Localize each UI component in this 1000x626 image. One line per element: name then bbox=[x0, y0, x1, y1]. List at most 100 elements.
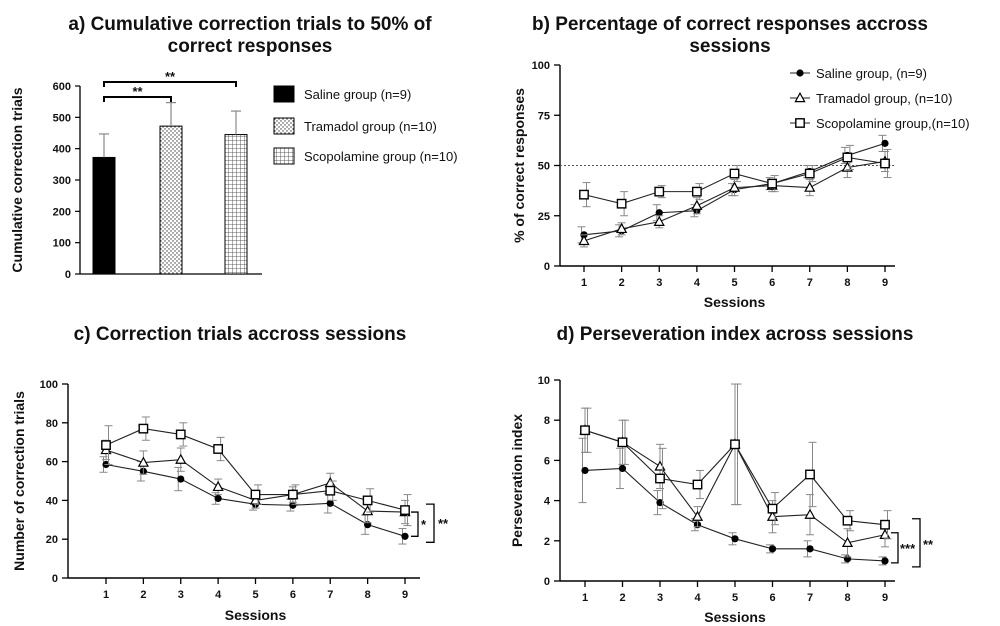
y-axis-label: Number of correction trials bbox=[11, 391, 27, 571]
x-tick-label: 6 bbox=[290, 589, 296, 601]
data-point-triangle bbox=[616, 222, 628, 234]
data-point-triangle bbox=[691, 199, 703, 210]
data-point-square bbox=[654, 186, 665, 197]
panel-a: a) Cumulative correction trials to 50% o… bbox=[0, 0, 500, 300]
x-tick-label: 9 bbox=[402, 589, 408, 601]
x-tick-label: 8 bbox=[844, 592, 850, 604]
panel-a-title-line-2: correct responses bbox=[167, 36, 333, 57]
x-tick-label: 6 bbox=[769, 592, 775, 604]
legend-swatch bbox=[273, 147, 295, 165]
panel-a-chart: 0 100 200 300 400 500 600 Cumulative correction… bbox=[9, 69, 458, 281]
data-point-square bbox=[767, 178, 778, 189]
legend-label: Saline group, (n=9) bbox=[816, 66, 927, 81]
x-tick-label: 2 bbox=[619, 277, 625, 289]
data-point-square bbox=[804, 168, 815, 179]
significance-label: ** bbox=[923, 537, 934, 552]
data-point-square bbox=[287, 489, 298, 500]
data-point-square bbox=[213, 444, 224, 454]
legend-marker-square bbox=[795, 118, 805, 128]
data-point-triangle bbox=[804, 508, 816, 519]
data-point-circle bbox=[881, 139, 889, 147]
panel-b-title: b) Percentage of correct responses accro… bbox=[500, 14, 960, 58]
data-point-triangle bbox=[654, 460, 666, 471]
significance-label: ** bbox=[132, 84, 143, 99]
x-tick-label: 3 bbox=[657, 592, 663, 604]
y-tick-label: 500 bbox=[53, 112, 71, 124]
y-tick-label: 0 bbox=[65, 269, 71, 281]
y-tick-label: 0 bbox=[52, 573, 58, 585]
panel-c: c) Correction trials accross sessions 0 2… bbox=[0, 320, 500, 626]
x-tick-label: 5 bbox=[732, 592, 738, 604]
legend-swatch bbox=[273, 117, 295, 135]
x-axis-label: Sessions bbox=[704, 294, 766, 310]
y-tick-label: 75 bbox=[538, 110, 550, 122]
x-tick-label: 2 bbox=[619, 592, 625, 604]
data-point-square bbox=[362, 495, 373, 506]
data-point-square bbox=[692, 479, 703, 490]
legend-label: Tramadol group, (n=10) bbox=[816, 91, 952, 106]
data-point-circle bbox=[618, 464, 627, 473]
legend-marker-circle bbox=[796, 69, 804, 77]
y-axis-label: Perseveration index bbox=[509, 414, 525, 547]
x-tick-label: 1 bbox=[581, 277, 587, 289]
y-tick-label: 100 bbox=[40, 379, 58, 391]
data-point-circle bbox=[806, 545, 814, 553]
data-point-triangle bbox=[841, 536, 854, 548]
data-point-circle bbox=[731, 535, 739, 543]
y-tick-label: 60 bbox=[46, 457, 58, 469]
y-tick-label: 200 bbox=[53, 206, 71, 218]
data-point-circle bbox=[326, 499, 334, 507]
panel-d-title-line-1: d) Perseveration index across sessions bbox=[556, 324, 914, 345]
data-point-square bbox=[138, 423, 149, 434]
x-tick-label: 9 bbox=[882, 277, 888, 289]
panel-c-title-line-1: c) Correction trials accross sessions bbox=[73, 324, 407, 345]
data-point-square bbox=[691, 186, 702, 197]
data-point-circle bbox=[768, 545, 777, 553]
legend-label: Tramadol group (n=10) bbox=[304, 119, 437, 134]
x-tick-label: 8 bbox=[844, 277, 850, 289]
data-point-triangle bbox=[324, 476, 336, 488]
data-point-triangle bbox=[212, 480, 224, 492]
data-point-circle bbox=[881, 557, 889, 565]
panel-b-title-line-2: sessions bbox=[689, 36, 771, 57]
y-tick-label: 100 bbox=[53, 238, 71, 250]
x-axis-label: Sessions bbox=[225, 607, 287, 623]
data-point-square bbox=[400, 505, 410, 515]
data-point-square bbox=[325, 485, 336, 496]
legend-label: Scopolamine group (n=10) bbox=[304, 149, 458, 164]
y-axis-label: Cumulative correction trials bbox=[9, 87, 25, 272]
data-point-triangle bbox=[728, 181, 741, 192]
y-tick-label: 6 bbox=[544, 455, 550, 467]
x-tick-label: 6 bbox=[769, 277, 775, 289]
data-point-circle bbox=[655, 209, 663, 217]
data-point-square bbox=[767, 503, 778, 514]
data-point-square bbox=[250, 489, 261, 500]
x-tick-label: 4 bbox=[694, 277, 701, 289]
data-point-square bbox=[880, 519, 890, 530]
x-tick-label: 1 bbox=[103, 589, 109, 601]
data-point-triangle bbox=[691, 510, 704, 521]
legend-marker-triangle bbox=[794, 91, 806, 103]
x-tick-label: 3 bbox=[178, 589, 184, 601]
panel-a-title: a) Cumulative correction trials to 50% o… bbox=[40, 14, 460, 58]
data-point-square bbox=[655, 473, 665, 484]
data-point-square bbox=[579, 189, 589, 200]
data-point-circle bbox=[656, 499, 664, 507]
data-point-circle bbox=[289, 501, 297, 509]
y-tick-label: 100 bbox=[532, 60, 550, 72]
y-tick-label: 400 bbox=[53, 144, 71, 156]
y-axis-label: % of correct responses bbox=[511, 88, 527, 243]
y-tick-label: 0 bbox=[544, 261, 550, 273]
panel-c-chart: 0 20 40 60 80 100 1 2 3 4 5 6 7 8 9 Sessions Number of c… bbox=[11, 379, 449, 623]
panel-c-title: c) Correction trials accross sessions bbox=[20, 324, 460, 346]
data-point-square bbox=[175, 429, 186, 440]
x-tick-label: 2 bbox=[140, 589, 146, 601]
data-point-square bbox=[730, 439, 740, 450]
significance-bracket bbox=[912, 518, 921, 568]
legend-label: Scopolamine group,(n=10) bbox=[816, 116, 970, 131]
panel-d: d) Perseveration index across sessions 0… bbox=[500, 320, 1000, 626]
x-tick-label: 1 bbox=[582, 592, 588, 604]
data-point-triangle bbox=[653, 215, 665, 226]
data-point-triangle bbox=[362, 505, 374, 516]
y-tick-label: 0 bbox=[544, 576, 550, 588]
